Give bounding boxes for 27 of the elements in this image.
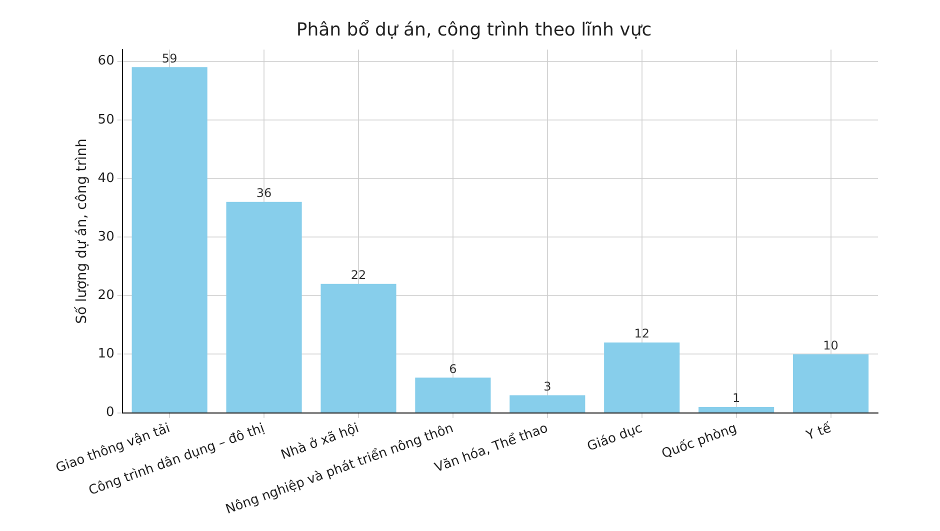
y-tick-label: 30	[98, 229, 114, 244]
y-tick-label: 50	[98, 112, 114, 128]
data-label: 12	[634, 326, 650, 341]
data-label: 10	[823, 338, 838, 352]
data-label: 36	[256, 186, 272, 200]
bar	[792, 354, 869, 412]
y-tick-label: 20	[98, 288, 114, 304]
data-label: 3	[544, 379, 552, 394]
bar	[320, 284, 396, 412]
y-axis-title: Số lượng dự án, công trình	[74, 138, 90, 324]
data-label: 22	[350, 268, 366, 282]
y-tick-label: 10	[98, 346, 114, 362]
bar	[604, 342, 680, 412]
y-tick-label: 40	[98, 170, 114, 186]
data-label: 1	[732, 391, 740, 406]
x-tick-label: Y tế	[804, 420, 834, 444]
y-tick-label: 60	[98, 54, 114, 69]
bar	[226, 202, 302, 412]
bar	[510, 395, 586, 412]
data-label: 6	[449, 362, 457, 376]
y-tick-label: 0	[106, 405, 114, 420]
data-label: 59	[162, 51, 178, 66]
bar	[415, 378, 491, 412]
x-tick-label: Giáo dục	[585, 420, 644, 455]
bar	[132, 67, 208, 412]
bar	[698, 406, 774, 412]
chart-title: Phân bổ dự án, công trình theo lĩnh vực	[296, 19, 652, 40]
